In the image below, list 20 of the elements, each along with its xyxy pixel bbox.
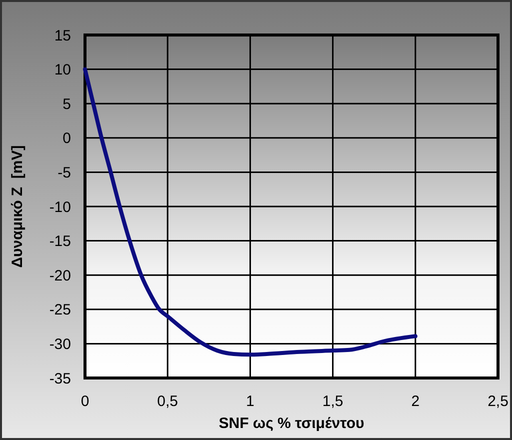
y-tick-label: -25	[49, 302, 71, 319]
y-tick-label: -20	[49, 267, 71, 284]
y-tick-label: 15	[54, 27, 71, 44]
x-tick-label: 2,5	[488, 393, 508, 410]
x-axis-title: SNF ως % τσιμέντου	[218, 415, 364, 432]
y-tick-label: -5	[58, 164, 71, 182]
y-tick-label: -30	[49, 336, 71, 353]
y-axis-title: Δυναμικό Z [mV]	[9, 145, 26, 268]
y-tick-label: 0	[62, 130, 71, 148]
y-tick-label: -10	[49, 198, 71, 216]
y-tick-label: -35	[49, 370, 71, 388]
x-tick-label: 0,5	[157, 393, 178, 410]
x-tick-label: 0	[80, 393, 90, 410]
x-tick-label: 2	[411, 393, 420, 410]
line-series	[83, 67, 418, 357]
y-tick-label: 5	[62, 96, 71, 113]
x-tick-label: 1,5	[322, 393, 344, 410]
y-tick-label: -15	[49, 233, 71, 250]
x-tick-label: 1	[246, 393, 254, 410]
y-tick-label: 10	[54, 62, 71, 79]
